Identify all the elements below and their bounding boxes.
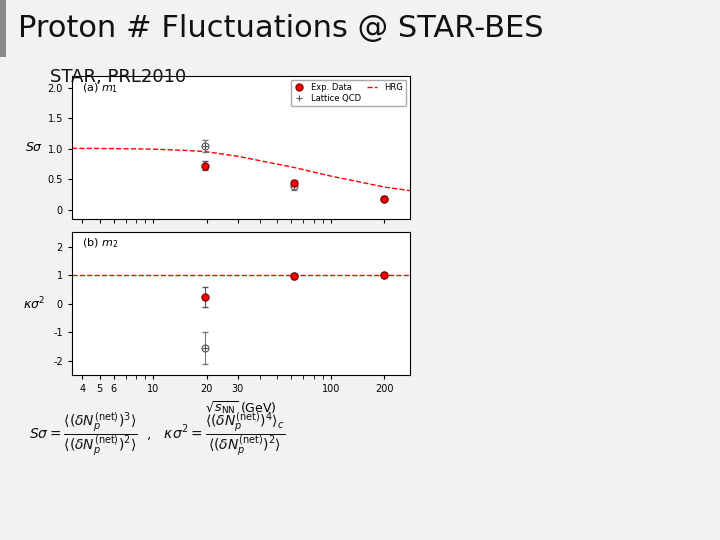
Y-axis label: $\kappa\sigma^2$: $\kappa\sigma^2$ (22, 295, 45, 312)
Text: (b) $m_2$: (b) $m_2$ (82, 237, 118, 250)
Text: $S\sigma = \dfrac{\langle(\delta N_p^{\rm (net)})^3\rangle}{\langle(\delta N_p^{: $S\sigma = \dfrac{\langle(\delta N_p^{\r… (29, 410, 285, 458)
Text: (a) $m_1$: (a) $m_1$ (82, 82, 118, 95)
Text: Proton # Fluctuations @ STAR-BES: Proton # Fluctuations @ STAR-BES (18, 14, 544, 43)
Y-axis label: $S\sigma$: $S\sigma$ (24, 140, 42, 154)
Text: STAR, PRL2010: STAR, PRL2010 (50, 68, 186, 85)
X-axis label: $\sqrt{s_{\rm NN}}$ (GeV): $\sqrt{s_{\rm NN}}$ (GeV) (205, 400, 277, 417)
Legend: Exp. Data, Lattice QCD, HRG: Exp. Data, Lattice QCD, HRG (291, 80, 406, 106)
Bar (0, 0, 6, 57)
